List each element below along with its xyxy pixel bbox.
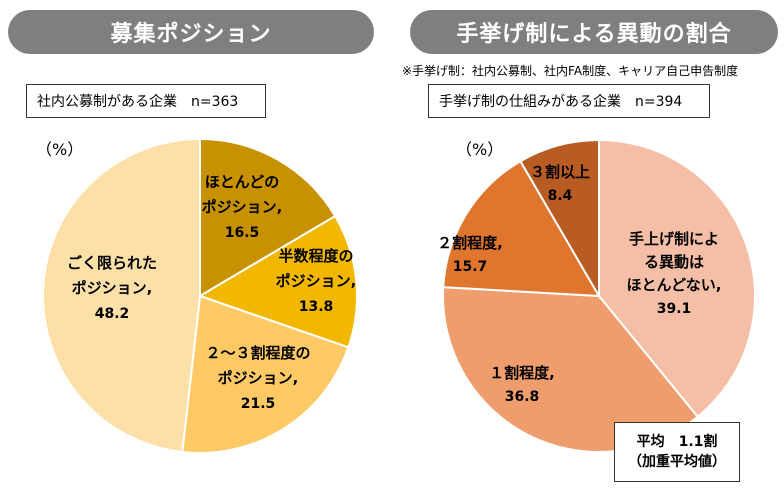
right-slice-value-4: 8.4 xyxy=(548,188,573,204)
left-sample-size-box: 社内公募制がある企業 n=363 xyxy=(26,84,266,118)
left-slice-label-4: ごく限られたポジション, xyxy=(67,254,157,297)
right-pie-slice-3 xyxy=(442,159,601,298)
left-pie-slice-2 xyxy=(197,214,358,349)
left-pie-slice-1 xyxy=(199,137,337,298)
right-slice-label-4: ３割以上 xyxy=(530,163,590,181)
right-pie-chart: 手上げ制による異動はほとんどない, 39.1 １割程度, 36.8 ２割程度, 15.7 ３… xyxy=(437,138,756,453)
right-slice-value-3: 15.7 xyxy=(453,259,488,275)
left-pie-chart: ほとんどのポジション, 16.5 半数程度のポジション, 13.8 ２～３割程度のポジシ… xyxy=(42,137,358,454)
left-slice-label-1: ほとんどのポジション, xyxy=(202,173,283,216)
right-pie-slice-1 xyxy=(598,138,756,419)
definition-note: ※手挙げ制：社内公募制、社内FA制度、キャリア自己申告制度 xyxy=(402,64,739,78)
average-value: 平均 1.1割 xyxy=(636,434,718,450)
right-unit-label: （%） xyxy=(456,140,504,159)
left-slice-value-4: 48.2 xyxy=(95,306,130,322)
left-slice-value-2: 13.8 xyxy=(299,299,334,315)
right-pie-slice-4 xyxy=(519,138,600,300)
left-unit-label: （%） xyxy=(36,140,84,159)
left-pie-slice-4 xyxy=(42,137,201,454)
average-caption: （加重平均値） xyxy=(628,454,726,470)
right-slice-label-1: 手上げ制による異動はほとんどない, xyxy=(627,230,722,294)
left-pie-slice-3 xyxy=(181,294,350,454)
right-slice-label-3: ２割程度, xyxy=(437,234,503,252)
average-box: 平均 1.1割 （加重平均値） xyxy=(614,422,740,482)
right-sample-size-box: 手挙げ制の仕組みがある企業 n=394 xyxy=(428,84,710,118)
right-slice-label-2: １割程度, xyxy=(489,364,555,382)
left-slice-label-3: ２～３割程度のポジション, xyxy=(205,344,310,387)
left-panel-title: 募集ポジション xyxy=(8,10,374,54)
right-slice-value-2: 36.8 xyxy=(505,389,540,405)
right-slice-value-1: 39.1 xyxy=(657,301,692,317)
left-slice-value-1: 16.5 xyxy=(225,225,260,241)
left-slice-value-3: 21.5 xyxy=(241,396,276,412)
right-panel-title: 手挙げ制による異動の割合 xyxy=(410,10,778,54)
left-slice-label-2: 半数程度のポジション, xyxy=(276,247,357,290)
